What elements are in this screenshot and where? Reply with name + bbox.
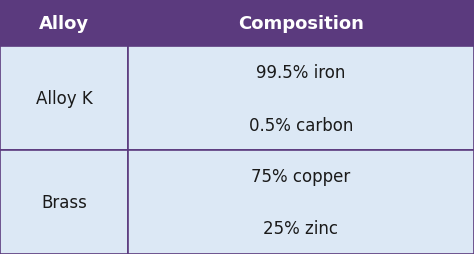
Bar (0, 0, 128, 47)
Bar (0, 150, 128, 254)
Text: Alloy: Alloy (39, 14, 89, 33)
Text: Composition: Composition (238, 14, 364, 33)
Bar (128, 47, 474, 150)
Text: 75% copper

25% zinc: 75% copper 25% zinc (251, 167, 351, 237)
Bar (128, 0, 474, 47)
Bar (0, 47, 128, 150)
Text: 99.5% iron

0.5% carbon: 99.5% iron 0.5% carbon (249, 64, 353, 134)
Text: Brass: Brass (41, 193, 87, 211)
Bar (128, 150, 474, 254)
Text: Alloy K: Alloy K (36, 90, 92, 108)
